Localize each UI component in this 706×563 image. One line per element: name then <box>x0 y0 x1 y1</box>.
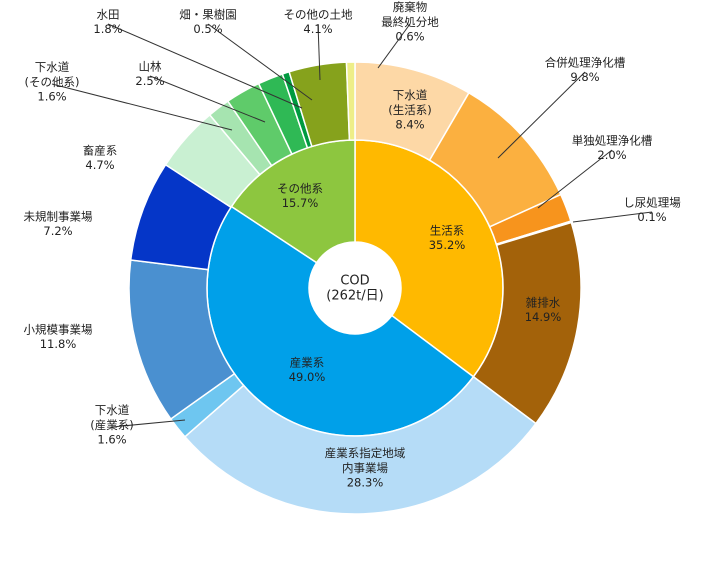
segment-label: 産業系 <box>290 355 325 369</box>
segment-value: 0.6% <box>395 30 424 44</box>
segment-label: 雑排水 <box>526 295 561 309</box>
segment-label: 下水道(生活系) <box>388 88 431 117</box>
segment-value: 11.8% <box>40 337 77 351</box>
leader-line <box>207 23 313 101</box>
segment-value: 4.7% <box>85 158 114 172</box>
segment-label: 下水道(その他系) <box>25 60 80 89</box>
segment-label: 未規制事業場 <box>24 209 93 223</box>
segment-value: 1.6% <box>37 90 66 104</box>
segment-label: 下水道(産業系) <box>90 403 133 432</box>
segment-value: 28.3% <box>347 476 384 490</box>
segment-label: 単独処理浄化槽 <box>572 133 653 147</box>
segment-value: 9.8% <box>570 70 599 84</box>
segment-value: 4.1% <box>303 22 332 36</box>
segment-value: 1.6% <box>97 433 126 447</box>
segment-label: 小規模事業場 <box>24 322 93 336</box>
segment-label: し尿処理場 <box>623 195 681 209</box>
segment-value: 8.4% <box>395 118 424 132</box>
leader-line <box>317 23 321 81</box>
leader-line <box>377 23 411 69</box>
segment-value: 0.1% <box>637 210 666 224</box>
segment-value: 7.2% <box>43 224 72 238</box>
segment-label: 廃棄物最終処分地 <box>381 0 439 29</box>
segment-value: 14.9% <box>525 310 562 324</box>
segment-label: 生活系 <box>430 223 465 237</box>
segment-value: 49.0% <box>289 370 326 384</box>
segment-value: 35.2% <box>429 238 466 252</box>
segment-label: 山林 <box>139 59 162 73</box>
segment-label: その他系 <box>277 181 323 195</box>
segment-value: 2.5% <box>135 74 164 88</box>
leader-line <box>149 75 266 123</box>
segment-label: 合併処理浄化槽 <box>545 55 626 69</box>
segment-label: 産業系指定地域内事業場 <box>325 446 406 475</box>
segment-value: 0.5% <box>193 22 222 36</box>
center-hole <box>309 242 401 334</box>
leader-line <box>51 83 233 131</box>
outer-segment <box>183 375 537 515</box>
segment-label: その他の土地 <box>284 7 353 21</box>
leader-line <box>107 23 303 109</box>
segment-value: 2.0% <box>597 148 626 162</box>
outer-segment <box>345 61 356 141</box>
segment-value: 1.8% <box>93 22 122 36</box>
segment-label: 畑・果樹園 <box>179 7 237 21</box>
segment-label: 畜産系 <box>83 143 118 157</box>
segment-value: 15.7% <box>282 196 319 210</box>
leader-line <box>537 149 613 209</box>
leader-line <box>572 211 653 223</box>
segment-label: 水田 <box>97 7 120 21</box>
leader-line <box>111 419 186 428</box>
leader-line <box>497 71 586 159</box>
center-label: COD (262t/日) <box>326 273 383 303</box>
